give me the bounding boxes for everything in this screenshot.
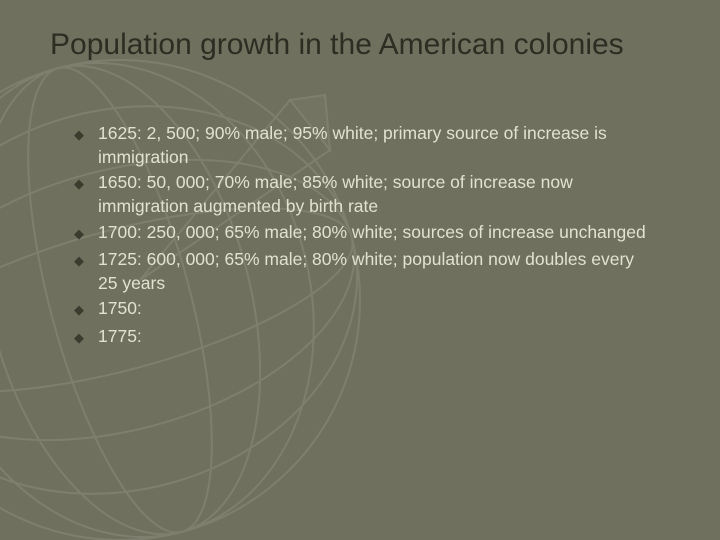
list-item: ◆ 1650: 50, 000; 70% male; 85% white; so… xyxy=(74,171,656,218)
bullet-text: 1700: 250, 000; 65% male; 80% white; sou… xyxy=(98,221,656,247)
list-item: ◆ 1725: 600, 000; 65% male; 80% white; p… xyxy=(74,248,656,295)
bullet-text: 1650: 50, 000; 70% male; 85% white; sour… xyxy=(98,171,656,218)
bullet-text: 1725: 600, 000; 65% male; 80% white; pop… xyxy=(98,248,656,295)
list-item: ◆ 1625: 2, 500; 90% male; 95% white; pri… xyxy=(74,122,656,169)
list-item: ◆ 1775: xyxy=(74,325,656,351)
diamond-bullet-icon: ◆ xyxy=(74,297,98,323)
diamond-bullet-icon: ◆ xyxy=(74,122,98,169)
list-item: ◆ 1700: 250, 000; 65% male; 80% white; s… xyxy=(74,221,656,247)
diamond-bullet-icon: ◆ xyxy=(74,221,98,247)
bullet-text: 1750: xyxy=(98,297,656,323)
slide: Population growth in the American coloni… xyxy=(0,0,720,540)
diamond-bullet-icon: ◆ xyxy=(74,248,98,295)
bullet-text: 1625: 2, 500; 90% male; 95% white; prima… xyxy=(98,122,656,169)
slide-body: ◆ 1625: 2, 500; 90% male; 95% white; pri… xyxy=(74,122,656,353)
list-item: ◆ 1750: xyxy=(74,297,656,323)
bullet-text: 1775: xyxy=(98,325,656,351)
diamond-bullet-icon: ◆ xyxy=(74,325,98,351)
diamond-bullet-icon: ◆ xyxy=(74,171,98,218)
slide-title: Population growth in the American coloni… xyxy=(50,28,690,62)
